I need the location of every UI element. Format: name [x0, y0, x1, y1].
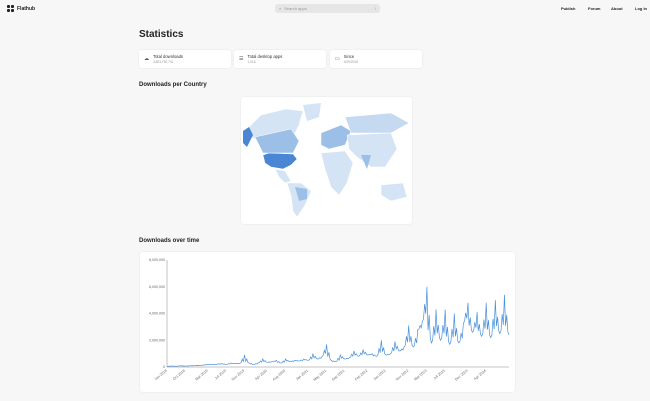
stat-card-apps: ☰ Total desktop apps 1,016 [234, 50, 326, 68]
map-canada [254, 128, 300, 154]
stat-value: 3,803,750,741 [153, 60, 174, 64]
nav-publish[interactable]: Publish [561, 6, 576, 11]
nav-forum[interactable]: Forum [588, 6, 601, 11]
map-usa [262, 152, 298, 170]
page-title: Statistics [139, 29, 184, 40]
stat-value: 1,016 [247, 60, 256, 64]
map-alaska [243, 127, 253, 147]
map-asia [346, 132, 398, 168]
x-tick-label: Dec 2023 [454, 369, 468, 382]
y-tick-label: 8,000,000 [149, 258, 165, 262]
list-icon: ☰ [239, 56, 244, 62]
downloads-line-chart: 0 2,000,000 4,000,000 6,000,000 8,000,000 Jun… [149, 258, 510, 382]
nav-about[interactable]: About [611, 6, 623, 11]
stat-card-downloads: ☁ Total downloads 3,803,750,741 [139, 50, 231, 68]
x-tick-label: Jan 2021 [295, 369, 309, 382]
stat-label: Total downloads [153, 54, 184, 59]
map-brazil [295, 187, 307, 201]
stat-value: 4/29/2018 [343, 60, 358, 64]
map-greenland [303, 103, 321, 121]
stat-card-since: ▭ Since 4/29/2018 [330, 50, 422, 68]
x-tick-label: Sep 2021 [331, 369, 345, 382]
x-tick-label: Mar 2019 [194, 369, 208, 382]
download-icon: ☁ [144, 56, 149, 62]
x-tick-label: Jun 2022 [373, 369, 387, 382]
y-tick-label: 2,000,000 [149, 338, 165, 342]
calendar-icon: ▭ [335, 56, 340, 62]
map-africa [320, 150, 354, 196]
time-section-title: Downloads over time [139, 238, 200, 244]
x-tick-label: Oct 2018 [172, 369, 186, 381]
stat-label: Total desktop apps [247, 54, 283, 59]
search-icon: ⌕ [279, 6, 282, 11]
x-tick-label: Mar 2023 [413, 369, 427, 382]
stat-label: Since [343, 54, 355, 59]
brand-name: Flathub [17, 5, 36, 12]
search-shortcut: / [374, 6, 376, 11]
x-tick-label: Feb 2022 [354, 369, 368, 382]
y-tick-label: 0 [163, 365, 165, 369]
map-central-america [274, 168, 292, 184]
x-tick-label: Nov 2019 [231, 369, 245, 382]
y-tick-label: 4,000,000 [149, 312, 165, 316]
x-tick-label: May 2021 [313, 369, 328, 382]
flathub-logo-icon [7, 5, 14, 12]
x-tick-label: Apr 2020 [254, 369, 268, 381]
x-tick-label: Nov 2022 [395, 369, 409, 382]
downloads-series-line [166, 286, 510, 367]
x-tick-label: Jun 2018 [154, 369, 168, 382]
map-russia [344, 112, 410, 134]
y-tick-label: 6,000,000 [149, 285, 165, 289]
map-section-title: Downloads per Country [139, 82, 207, 88]
x-tick-label: Jul 2019 [214, 369, 227, 381]
brand-logo[interactable]: Flathub [7, 5, 35, 12]
x-tick-label: Jul 2023 [433, 369, 446, 381]
search-placeholder: Search apps [284, 6, 307, 11]
map-europe [320, 124, 352, 150]
world-map-card [241, 97, 412, 224]
map-australia [380, 182, 408, 202]
search-input[interactable]: ⌕ Search apps / [275, 4, 380, 13]
nav-login[interactable]: Log In [635, 6, 647, 11]
map-india [361, 155, 371, 169]
x-tick-label: Apr 2024 [473, 369, 487, 381]
downloads-chart-card: 0 2,000,000 4,000,000 6,000,000 8,000,000 Jun… [140, 252, 515, 392]
x-tick-label: Aug 2020 [272, 369, 286, 382]
world-map[interactable] [241, 97, 412, 224]
